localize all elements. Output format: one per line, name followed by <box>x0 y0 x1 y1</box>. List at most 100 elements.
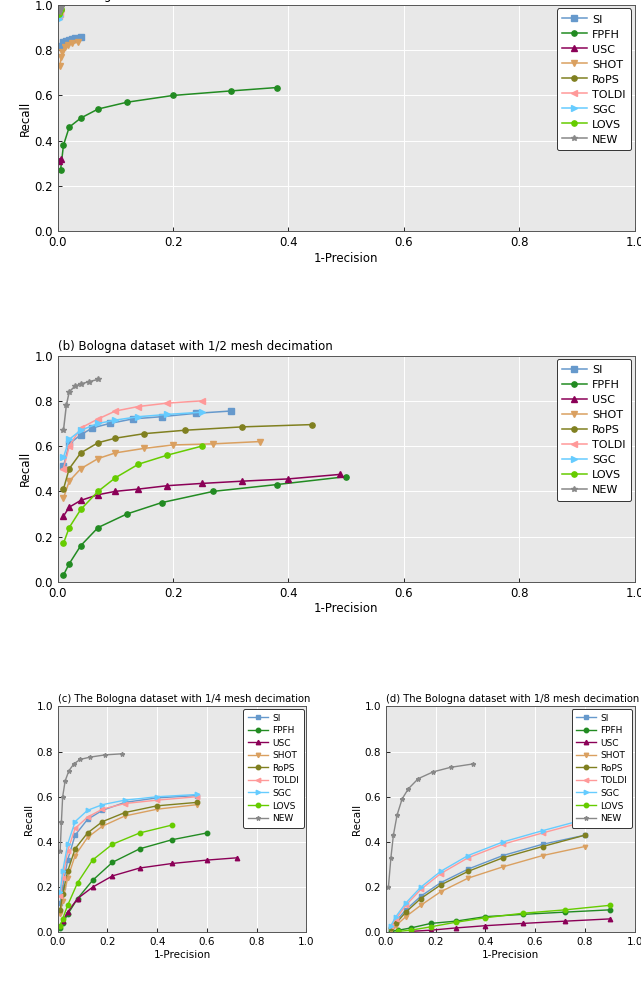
FPFH <box>123 508 131 520</box>
RoPS <box>56 5 64 17</box>
NEW <box>394 808 401 820</box>
SHOT <box>140 442 148 454</box>
LOVS <box>198 440 206 452</box>
RoPS <box>65 463 73 475</box>
SI <box>121 797 129 808</box>
TOLDI <box>392 913 400 925</box>
SI <box>71 829 79 841</box>
Line: SGC: SGC <box>388 817 587 928</box>
USC <box>337 468 344 480</box>
FPFH <box>88 875 96 887</box>
FPFH <box>519 909 526 921</box>
RoPS <box>56 8 63 20</box>
SHOT <box>417 900 424 912</box>
SHOT <box>56 909 64 921</box>
SGC <box>56 10 64 22</box>
LOVS <box>64 900 72 912</box>
NEW <box>65 765 72 777</box>
SGC <box>198 406 206 418</box>
Line: LOVS: LOVS <box>61 443 204 546</box>
NEW <box>429 766 437 778</box>
FPFH <box>108 856 116 868</box>
NEW <box>60 425 67 436</box>
SI <box>88 422 96 434</box>
SGC <box>392 911 400 923</box>
TOLDI <box>94 413 102 425</box>
FPFH <box>77 112 85 124</box>
SI <box>56 40 64 52</box>
Line: USC: USC <box>408 917 612 933</box>
Line: RoPS: RoPS <box>388 833 587 930</box>
SHOT <box>437 886 444 898</box>
Line: USC: USC <box>61 472 343 519</box>
TOLDI <box>163 397 171 409</box>
SI <box>84 813 92 825</box>
SGC <box>581 813 588 825</box>
SI <box>68 33 76 45</box>
NEW <box>385 881 392 893</box>
Y-axis label: Recall: Recall <box>24 804 33 835</box>
FPFH <box>481 911 489 923</box>
LOVS <box>394 926 402 937</box>
Line: SI: SI <box>61 409 233 469</box>
SGC <box>417 881 424 893</box>
FPFH <box>60 139 67 151</box>
Line: SI: SI <box>388 833 587 930</box>
USC <box>427 925 435 936</box>
TOLDI <box>84 811 92 823</box>
RoPS <box>193 797 201 808</box>
Line: LOVS: LOVS <box>396 903 612 933</box>
RoPS <box>112 433 119 444</box>
LOVS <box>94 485 102 497</box>
RoPS <box>387 922 395 933</box>
SI <box>437 877 444 889</box>
USC <box>74 893 81 905</box>
FPFH <box>394 925 402 936</box>
Line: FPFH: FPFH <box>58 85 279 173</box>
USC <box>407 926 415 937</box>
Line: SI: SI <box>58 35 83 49</box>
RoPS <box>77 447 85 459</box>
NEW <box>86 376 94 388</box>
LOVS <box>136 827 144 839</box>
FPFH <box>65 121 73 133</box>
USC <box>519 918 526 930</box>
LOVS <box>56 4 64 16</box>
NEW <box>398 793 406 805</box>
TOLDI <box>499 838 506 850</box>
FPFH <box>60 569 67 581</box>
SGC <box>163 409 171 421</box>
FPFH <box>561 906 569 918</box>
RoPS <box>308 419 315 431</box>
NEW <box>390 829 397 841</box>
SI <box>581 829 588 841</box>
SGC <box>56 886 64 898</box>
SGC <box>499 836 506 848</box>
FPFH <box>227 85 235 97</box>
NEW <box>56 845 64 857</box>
NEW <box>77 378 85 390</box>
NEW <box>70 758 78 770</box>
FPFH <box>168 834 176 846</box>
USC <box>88 881 96 893</box>
SHOT <box>210 437 217 449</box>
SI <box>387 922 395 933</box>
SI <box>193 790 201 802</box>
SHOT <box>56 61 64 72</box>
SHOT <box>57 51 65 62</box>
TOLDI <box>77 422 85 434</box>
X-axis label: 1-Precision: 1-Precision <box>481 950 539 960</box>
USC <box>64 906 72 918</box>
SGC <box>121 795 129 806</box>
RoPS <box>392 918 400 930</box>
FPFH <box>94 522 102 534</box>
FPFH <box>210 485 217 497</box>
LOVS <box>74 877 81 889</box>
SI <box>227 405 235 417</box>
FPFH <box>64 909 72 921</box>
USC <box>481 920 489 931</box>
SGC <box>71 815 79 827</box>
USC <box>168 857 176 869</box>
TOLDI <box>402 900 410 912</box>
USC <box>233 852 240 864</box>
